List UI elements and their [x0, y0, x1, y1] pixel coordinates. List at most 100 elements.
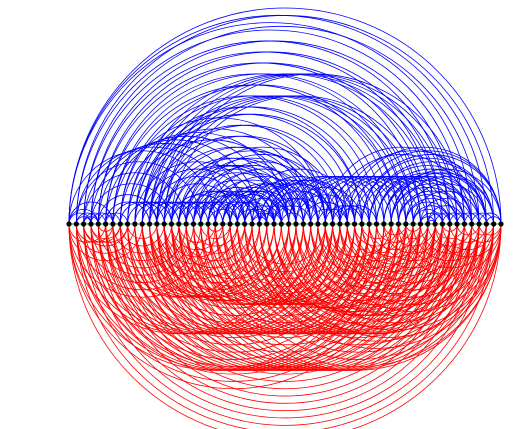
upper-arc: [207, 194, 268, 225]
upper-arc: [141, 201, 187, 225]
upper-arc: [171, 201, 216, 225]
upper-arc: [215, 201, 260, 225]
node-dot: [388, 221, 394, 227]
upper-arc: [75, 146, 231, 225]
node-dot: [212, 221, 219, 227]
node-dot: [139, 221, 145, 227]
node-dot: [337, 221, 343, 227]
upper-arc: [105, 212, 128, 225]
node-group: [66, 221, 504, 227]
upper-arc: [463, 212, 487, 225]
upper-arc: [302, 201, 348, 225]
node-dot: [227, 221, 233, 227]
upper-arc: [171, 95, 429, 225]
lower-arc: [178, 223, 216, 243]
upper-arc: [68, 150, 216, 225]
upper-arc: [83, 212, 107, 225]
node-dot: [161, 221, 167, 227]
lower-arc: [68, 223, 502, 429]
node-dot: [286, 221, 292, 227]
upper-arc: [134, 161, 260, 225]
upper-arc: [237, 183, 319, 225]
lower-arc: [427, 223, 473, 247]
lower-arc-group: [68, 223, 502, 429]
upper-arc: [368, 176, 465, 225]
node-dot: [308, 221, 314, 227]
node-dot: [403, 221, 409, 227]
node-dot: [205, 221, 211, 227]
node-dot: [476, 221, 482, 227]
upper-arc: [193, 201, 238, 225]
upper-arc: [229, 201, 275, 225]
node-dot: [124, 221, 131, 227]
lower-arc: [280, 223, 465, 316]
node-dot: [293, 221, 299, 227]
lower-arc: [68, 223, 290, 334]
lower-arc: [376, 223, 451, 261]
upper-arc: [105, 201, 150, 225]
node-dot: [103, 221, 109, 227]
lower-arc: [420, 223, 480, 254]
upper-arc: [75, 15, 495, 225]
upper-arc: [83, 26, 480, 225]
lower-arc: [405, 223, 495, 269]
upper-arc: [200, 201, 246, 225]
node-dot: [300, 221, 306, 227]
upper-arc: [156, 146, 312, 225]
node-dot: [81, 221, 87, 227]
upper-arc: [244, 168, 355, 225]
lower-arc: [75, 223, 136, 254]
node-dot: [176, 221, 182, 227]
lower-arc: [200, 223, 231, 239]
upper-arc: [215, 176, 312, 225]
lower-arc: [119, 223, 165, 247]
upper-arc: [280, 212, 304, 225]
upper-arc: [105, 62, 429, 225]
upper-arc: [163, 201, 209, 225]
upper-arc: [141, 124, 341, 225]
lower-arc: [68, 223, 399, 390]
node-dot: [88, 221, 94, 227]
node-dot: [95, 221, 101, 227]
upper-arc: [207, 190, 275, 225]
upper-arc: [68, 22, 473, 225]
upper-arc: [207, 209, 238, 225]
upper-arc: [222, 190, 290, 225]
node-dot: [483, 221, 489, 227]
node-dot: [351, 221, 358, 227]
lower-arc: [456, 223, 480, 236]
lower-arc: [83, 223, 121, 243]
node-dot: [454, 221, 460, 227]
lower-arc: [68, 223, 143, 261]
upper-arc: [185, 157, 319, 225]
node-dot: [366, 221, 372, 227]
upper-arc: [149, 201, 194, 225]
upper-arc: [295, 194, 355, 225]
lower-arc: [75, 223, 114, 243]
lower-arc: [449, 223, 487, 243]
node-dot: [439, 221, 446, 227]
node-dot: [117, 221, 123, 227]
node-dot: [220, 221, 226, 227]
node-dot: [425, 221, 431, 227]
lower-arc: [354, 223, 399, 247]
lower-arc: [368, 223, 421, 251]
node-dot: [359, 221, 365, 227]
upper-arc: [90, 40, 458, 225]
upper-arc: [134, 201, 180, 225]
node-dot: [498, 221, 504, 227]
upper-arc: [317, 176, 414, 225]
lower-arc: [222, 223, 495, 360]
upper-arc: [471, 212, 495, 225]
node-dot: [432, 221, 438, 227]
upper-arc: [97, 62, 421, 225]
node-dot: [278, 221, 284, 227]
upper-arc: [97, 135, 275, 225]
node-dot: [154, 221, 160, 227]
lower-arc: [368, 223, 458, 269]
upper-arc: [383, 172, 487, 225]
upper-arc: [332, 154, 473, 225]
upper-arc: [434, 212, 458, 225]
lower-arc: [156, 223, 275, 283]
